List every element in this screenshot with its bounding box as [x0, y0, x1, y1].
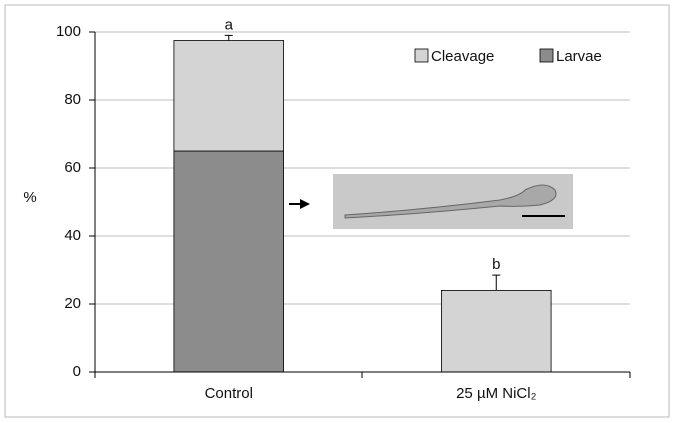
y-tick-label: 40	[64, 227, 81, 244]
legend-swatch	[539, 48, 554, 63]
y-tick-label: 80	[64, 91, 81, 108]
bar-segment	[173, 150, 284, 373]
bar-segment	[173, 40, 284, 152]
y-axis-label: %	[23, 189, 36, 206]
y-tick-label: 0	[73, 363, 81, 380]
larva-image	[333, 174, 573, 229]
legend-label: Cleavage	[431, 48, 494, 65]
y-tick-label: 60	[64, 159, 81, 176]
arrow-head	[300, 199, 310, 209]
legend-swatch	[414, 48, 429, 63]
y-tick-label: 20	[64, 295, 81, 312]
error-bar	[492, 274, 501, 291]
significance-label: b	[492, 256, 500, 273]
legend-label: Larvae	[556, 48, 602, 65]
x-tick-label: Control	[205, 385, 253, 402]
x-tick-label: 25 µM NiCl₂	[456, 385, 536, 402]
bars	[173, 34, 552, 373]
significance-label: a	[225, 16, 234, 33]
legend: Cleavage Larvae	[414, 48, 602, 65]
bar-segment	[441, 289, 552, 373]
y-tick-label: 100	[56, 23, 81, 40]
error-bar	[224, 34, 233, 41]
larva	[344, 184, 557, 219]
